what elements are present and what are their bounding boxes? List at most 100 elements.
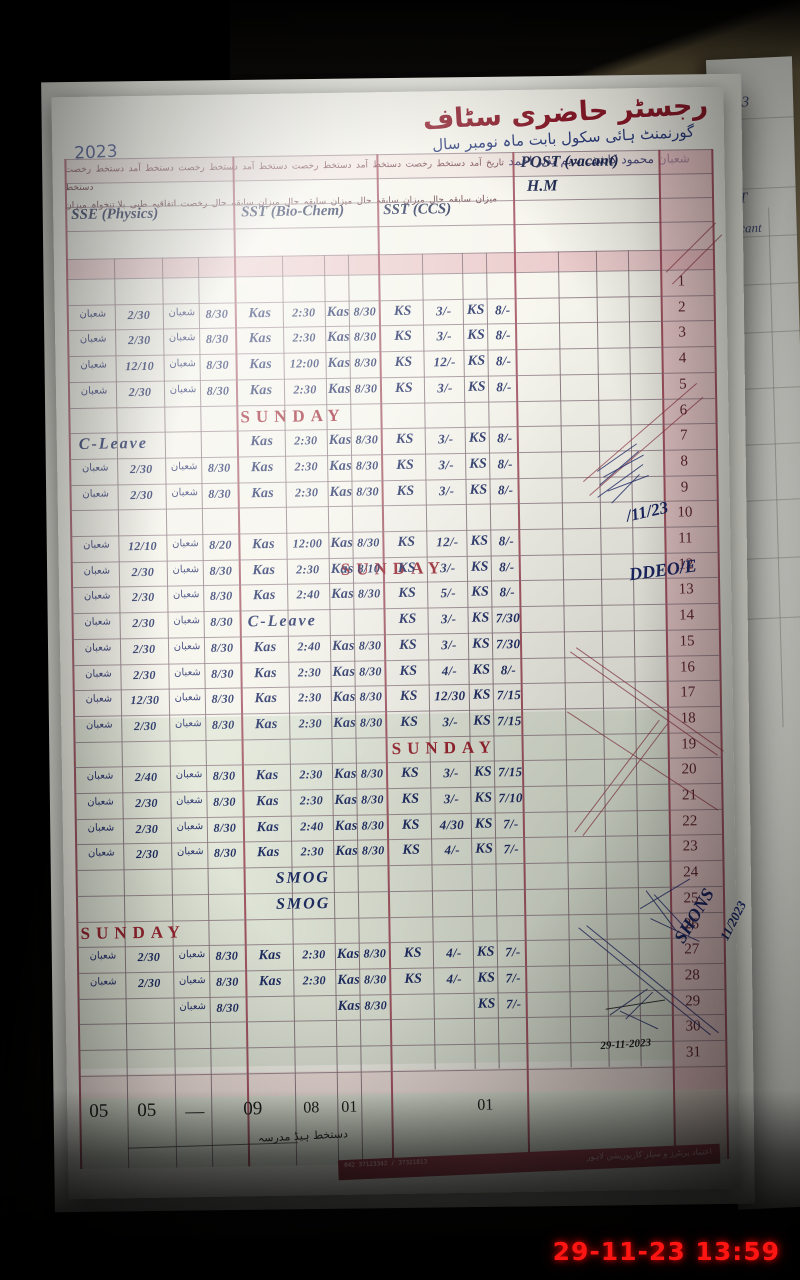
cell-c2_sig-day-17: Kas [254, 691, 278, 707]
cell-c2_sig-day-3: Kas [248, 331, 272, 347]
cell-c3b_sig-day-15: KS [472, 636, 491, 652]
cell-c1_time-day-8: 2/30 [129, 461, 153, 477]
cell-c3b_sig-day-8: KS [469, 456, 488, 472]
cell-c3_sig-day-18: KS [400, 714, 419, 730]
cell-c3_time-day-3: 3/- [436, 328, 452, 344]
cell-c3_time-day-14: 3/- [440, 611, 457, 627]
day-number-2: 2 [677, 299, 686, 316]
cell-c1b_time-day-12: 8/30 [209, 563, 233, 578]
cell-c2_time-day-20: 2:30 [299, 767, 323, 782]
cell-c2b_sig-day-3: Kas [327, 330, 350, 346]
day-number-28: 28 [684, 967, 700, 984]
cell-c1_sig-day-21: شعبان [87, 796, 114, 808]
cell-c3b_time-day-3: 8/- [495, 327, 511, 343]
cell-c2_time-day-12: 2:30 [296, 561, 320, 577]
cell-c1b_time-day-4: 8/30 [206, 357, 229, 373]
cell-c3_time-day-9: 3/- [438, 482, 455, 498]
cell-c2b_sig-day-5: Kas [327, 381, 351, 397]
row-note-6: SUNDAY [240, 405, 346, 426]
day-number-3: 3 [678, 324, 687, 341]
day-number-27: 27 [684, 941, 700, 958]
cell-c3b_sig-day-23: KS [475, 841, 494, 858]
cell-c3_time-day-11: 12/- [436, 534, 459, 550]
cell-c1b_sig-day-22: شعبان [176, 820, 204, 833]
cell-c3b_time-day-5: 8/- [496, 378, 512, 395]
cell-c2_sig-day-27: Kas [258, 948, 282, 964]
cell-c1_time-day-21: 2/30 [135, 795, 158, 811]
cell-c2_time-day-28: 2:30 [302, 973, 326, 988]
cell-c3_time-day-21: 3/- [443, 791, 460, 807]
cell-c2b_time-day-3: 8/30 [353, 329, 377, 345]
cell-c1_sig-day-13: شعبان [83, 590, 111, 603]
cell-c2b_time-day-13: 8/30 [357, 586, 381, 601]
cell-c3b_sig-day-9: KS [469, 482, 488, 498]
cell-c2b_sig-day-29: Kas [337, 998, 360, 1014]
cell-c3_time-day-16: 4/- [441, 662, 458, 678]
cell-c3_time-day-8: 3/- [438, 456, 454, 473]
cell-c1_time-day-12: 2/30 [131, 564, 155, 579]
cell-c3b_sig-day-22: KS [474, 816, 493, 832]
cell-c1b_sig-day-12: شعبان [172, 563, 200, 576]
cell-c3_sig-day-23: KS [402, 843, 421, 859]
cell-c1b_sig-day-9: شعبان [171, 486, 199, 499]
day-number-22: 22 [682, 812, 698, 830]
cell-c1_sig-day-17: شعبان [85, 693, 113, 706]
cell-c2_time-day-16: 2:30 [297, 664, 322, 680]
cell-c2b_sig-day-18: Kas [333, 715, 356, 731]
cell-c2_time-day-21: 2:30 [299, 793, 324, 808]
cell-c3_sig-day-9: KS [396, 483, 415, 499]
cell-c2_time-day-2: 2:30 [292, 304, 316, 320]
cell-c2b_time-day-9: 8/30 [356, 483, 379, 499]
cell-c1b_sig-day-29: شعبان [179, 1000, 207, 1013]
cell-c1_time-day-27: 2/30 [137, 949, 161, 965]
cell-c2_sig-day-9: Kas [251, 485, 275, 501]
cell-c2b_time-day-7: 8/30 [355, 432, 379, 447]
cell-c3_time-day-12: 3/- [440, 559, 456, 575]
cell-c1b_time-day-20: 8/30 [212, 768, 236, 784]
cell-c1b_sig-day-4: شعبان [169, 358, 196, 370]
cell-c2b_sig-day-27: Kas [336, 946, 360, 963]
cell-c1b_sig-day-17: شعبان [174, 692, 202, 704]
cell-c1b_time-day-2: 8/30 [205, 306, 229, 321]
cell-c2b_time-day-17: 8/30 [359, 689, 383, 704]
cell-c2_time-day-11: 12:00 [292, 536, 323, 551]
cell-c1_time-day-14: 2/30 [132, 615, 156, 631]
cell-c1_time-day-13: 2/30 [131, 590, 155, 605]
cell-c1_time-day-18: 2/30 [133, 718, 157, 734]
cell-c1_time-day-22: 2/30 [135, 821, 159, 836]
cell-c2b_sig-day-11: Kas [330, 535, 353, 552]
cell-c1_sig-day-15: شعبان [84, 642, 112, 654]
day-number-24: 24 [683, 864, 699, 881]
cell-c2b_time-day-2: 8/30 [353, 303, 377, 319]
cell-c1_sig-day-5: شعبان [80, 385, 108, 397]
cell-c2_sig-day-20: Kas [255, 768, 279, 784]
cell-c1_time-day-17: 12/30 [130, 692, 160, 708]
day-number-13: 13 [678, 581, 694, 598]
cell-c1b_time-day-28: 8/30 [215, 974, 239, 989]
cell-c1_sig-day-16: شعبان [85, 667, 112, 680]
cell-c1_time-day-28: 2/30 [137, 975, 161, 990]
cell-c1b_sig-day-21: شعبان [176, 795, 203, 807]
day-number-16: 16 [679, 658, 696, 676]
day-number-9: 9 [680, 478, 689, 496]
cell-c3b_time-day-13: 8/- [499, 584, 516, 600]
cell-c2b_sig-day-22: Kas [334, 818, 358, 834]
cell-c3_sig-day-7: KS [395, 431, 414, 448]
cell-c1b_time-day-22: 8/30 [213, 820, 237, 835]
cell-c1b_sig-day-27: شعبان [178, 949, 206, 961]
cell-c3_sig-day-8: KS [396, 457, 415, 473]
cell-c3_sig-day-4: KS [394, 354, 413, 371]
cell-c3_sig-day-22: KS [401, 817, 420, 833]
cell-c2b_time-day-20: 8/30 [360, 766, 384, 781]
cell-c3_sig-day-20: KS [401, 765, 420, 782]
cell-c1_time-day-16: 2/30 [133, 667, 156, 682]
cell-c1_sig-day-4: شعبان [80, 359, 107, 372]
cell-c3_sig-day-14: KS [398, 611, 417, 628]
attendance-table: POST (vacant) H.M شعبان محمود SSE (Physi… [64, 148, 749, 1170]
cell-c3b_time-day-28: 7/- [505, 969, 522, 986]
cell-c2b_sig-day-2: Kas [326, 304, 349, 320]
cell-c3b_sig-day-3: KS [467, 327, 486, 344]
cell-c1b_time-day-16: 8/30 [211, 666, 234, 681]
cell-c1b_time-day-15: 8/30 [210, 640, 234, 655]
cell-c2b_time-day-23: 8/30 [361, 843, 385, 858]
